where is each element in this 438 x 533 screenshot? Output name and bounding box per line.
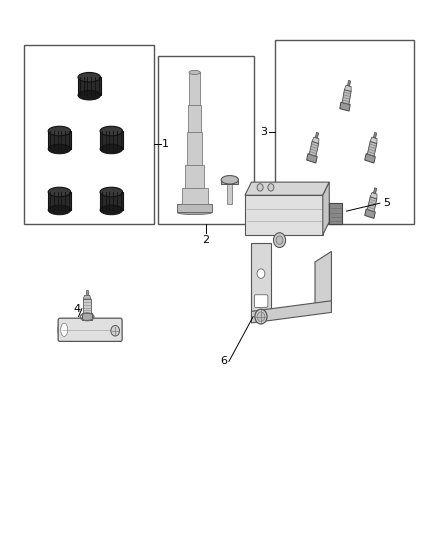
Polygon shape [370,137,377,143]
Polygon shape [340,102,350,111]
Bar [78,77,100,95]
Bar [182,188,208,204]
Polygon shape [245,195,323,235]
Bar [188,106,201,132]
Circle shape [268,184,274,191]
Polygon shape [315,132,318,138]
Polygon shape [315,252,332,311]
FancyBboxPatch shape [254,295,268,308]
Bar [82,313,92,320]
Polygon shape [251,301,332,323]
Ellipse shape [48,126,71,136]
Bar [177,204,212,213]
Polygon shape [374,188,377,193]
Bar [189,72,200,106]
Text: 2: 2 [202,235,210,245]
Bar [25,45,154,224]
Text: 6: 6 [221,357,228,367]
Ellipse shape [48,205,71,215]
Ellipse shape [100,205,123,215]
Polygon shape [344,85,351,91]
Bar [185,165,204,188]
Bar [227,184,233,204]
Ellipse shape [221,175,238,184]
Ellipse shape [78,91,100,100]
Bar [83,299,91,313]
Polygon shape [367,197,377,212]
Polygon shape [347,80,350,86]
Bar [48,131,71,149]
Bar [100,131,123,149]
Polygon shape [370,192,377,199]
FancyBboxPatch shape [58,318,122,342]
Polygon shape [307,154,317,163]
Circle shape [257,312,265,321]
Polygon shape [323,182,329,235]
Ellipse shape [78,72,100,82]
Polygon shape [245,182,329,195]
Ellipse shape [48,187,71,197]
Polygon shape [365,209,375,219]
Bar [48,192,71,210]
Ellipse shape [100,187,123,197]
Ellipse shape [61,323,67,336]
Ellipse shape [189,70,200,75]
Ellipse shape [48,144,71,154]
Bar [159,55,254,224]
Bar [86,289,88,295]
Polygon shape [312,192,319,199]
Text: 5: 5 [383,198,390,208]
Bar [275,39,413,224]
Polygon shape [309,197,319,212]
Polygon shape [365,154,375,163]
Circle shape [255,309,267,324]
Bar [221,180,238,184]
Circle shape [273,233,286,247]
Polygon shape [307,209,317,219]
Polygon shape [367,141,377,156]
Bar [329,203,342,224]
Circle shape [257,269,265,278]
Polygon shape [309,141,319,156]
Text: 4: 4 [74,304,81,314]
Polygon shape [315,188,318,193]
Polygon shape [251,243,271,311]
Ellipse shape [177,211,212,215]
Bar [100,192,123,210]
Ellipse shape [100,144,123,154]
Polygon shape [342,90,351,104]
Text: 3: 3 [261,127,268,137]
Circle shape [111,326,120,336]
Bar [187,132,202,165]
Text: 1: 1 [162,139,169,149]
Ellipse shape [100,126,123,136]
Polygon shape [374,132,377,138]
Polygon shape [312,137,319,143]
Circle shape [257,184,263,191]
Polygon shape [83,295,91,299]
Ellipse shape [58,319,70,340]
Circle shape [276,236,283,244]
